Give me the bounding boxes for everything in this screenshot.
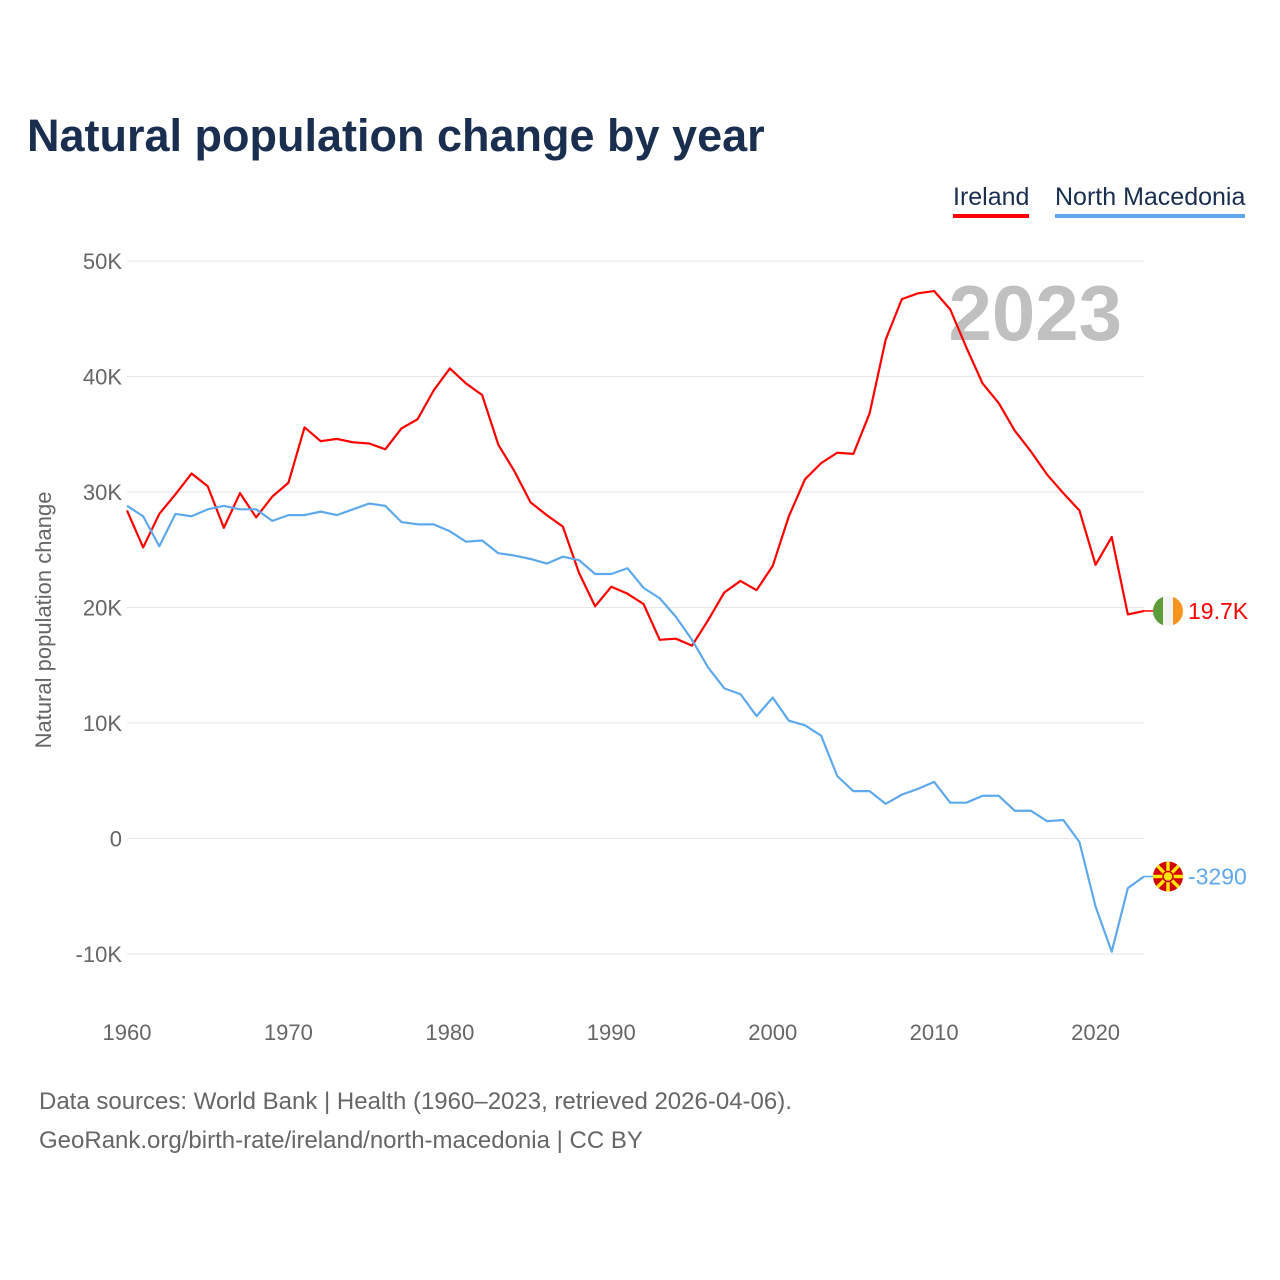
flag-orange [1173, 595, 1183, 626]
end-value-label: -3290 [1188, 863, 1247, 889]
y-tick-label: -10K [76, 942, 123, 967]
legend-ireland[interactable]: Ireland [953, 183, 1030, 218]
series-line-ireland [125, 289, 1145, 647]
x-tick-label: 1990 [587, 1020, 636, 1045]
flag-white [1163, 595, 1173, 626]
x-tick-label: 2010 [910, 1020, 959, 1045]
chart-title: Natural population change by year [27, 110, 765, 161]
legend-north-macedonia[interactable]: North Macedonia [1055, 183, 1246, 218]
flag-green [1153, 595, 1163, 626]
x-tick-label: 1980 [425, 1020, 474, 1045]
x-tick-label: 2020 [1071, 1020, 1120, 1045]
flag-sun [1162, 870, 1174, 883]
x-tick-label: 1970 [264, 1020, 313, 1045]
data-sources: Data sources: World Bank | Health (1960–… [39, 1088, 792, 1115]
y-tick-label: 40K [83, 365, 122, 390]
y-tick-label: 50K [83, 249, 122, 274]
y-tick-label: 10K [83, 711, 122, 736]
flag-body [1153, 595, 1183, 626]
ireland-flag-icon [1153, 595, 1183, 626]
y-tick-label: 30K [83, 480, 122, 505]
y-tick-label: 0 [110, 827, 122, 852]
y-tick-label: 20K [83, 596, 122, 621]
x-tick-label: 1960 [103, 1020, 152, 1045]
attribution-link[interactable]: GeoRank.org/birth-rate/ireland/north-mac… [39, 1127, 643, 1154]
year-label: 2023 [948, 269, 1122, 357]
series-line-north-macedonia [126, 502, 1145, 953]
north-macedonia-flag-icon [1153, 861, 1183, 892]
y-axis-label: Natural population change [31, 492, 56, 749]
end-value-label: 19.7K [1188, 598, 1249, 624]
x-tick-label: 2000 [748, 1020, 797, 1045]
